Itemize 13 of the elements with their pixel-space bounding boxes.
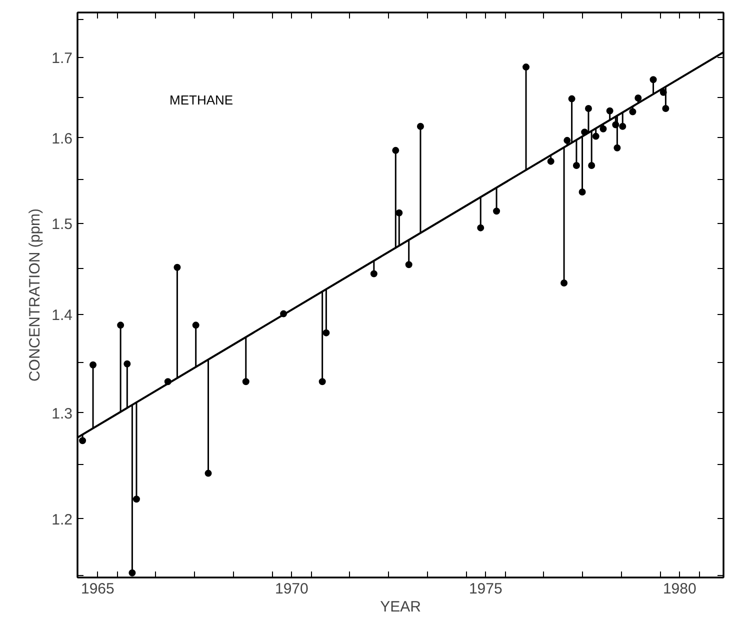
y-tick-label: 1.5 [52,216,73,233]
x-tick-label: 1970 [274,580,308,598]
y-tick-label: 1.4 [52,307,73,324]
y-tick-label: 1.6 [52,130,73,148]
annotation: METHANE [170,92,234,108]
x-tick-label: 1975 [468,580,502,598]
x-tick-label: 1965 [80,580,114,598]
y-tick-label: 1.2 [52,511,73,528]
y-axis-title: CONCENTRATION (ppm) [26,208,44,382]
x-tick-label: 1980 [662,580,696,598]
y-tick-label: 1.3 [52,405,73,422]
x-axis-title: YEAR [380,598,422,616]
y-tick-label: 1.7 [52,50,73,68]
